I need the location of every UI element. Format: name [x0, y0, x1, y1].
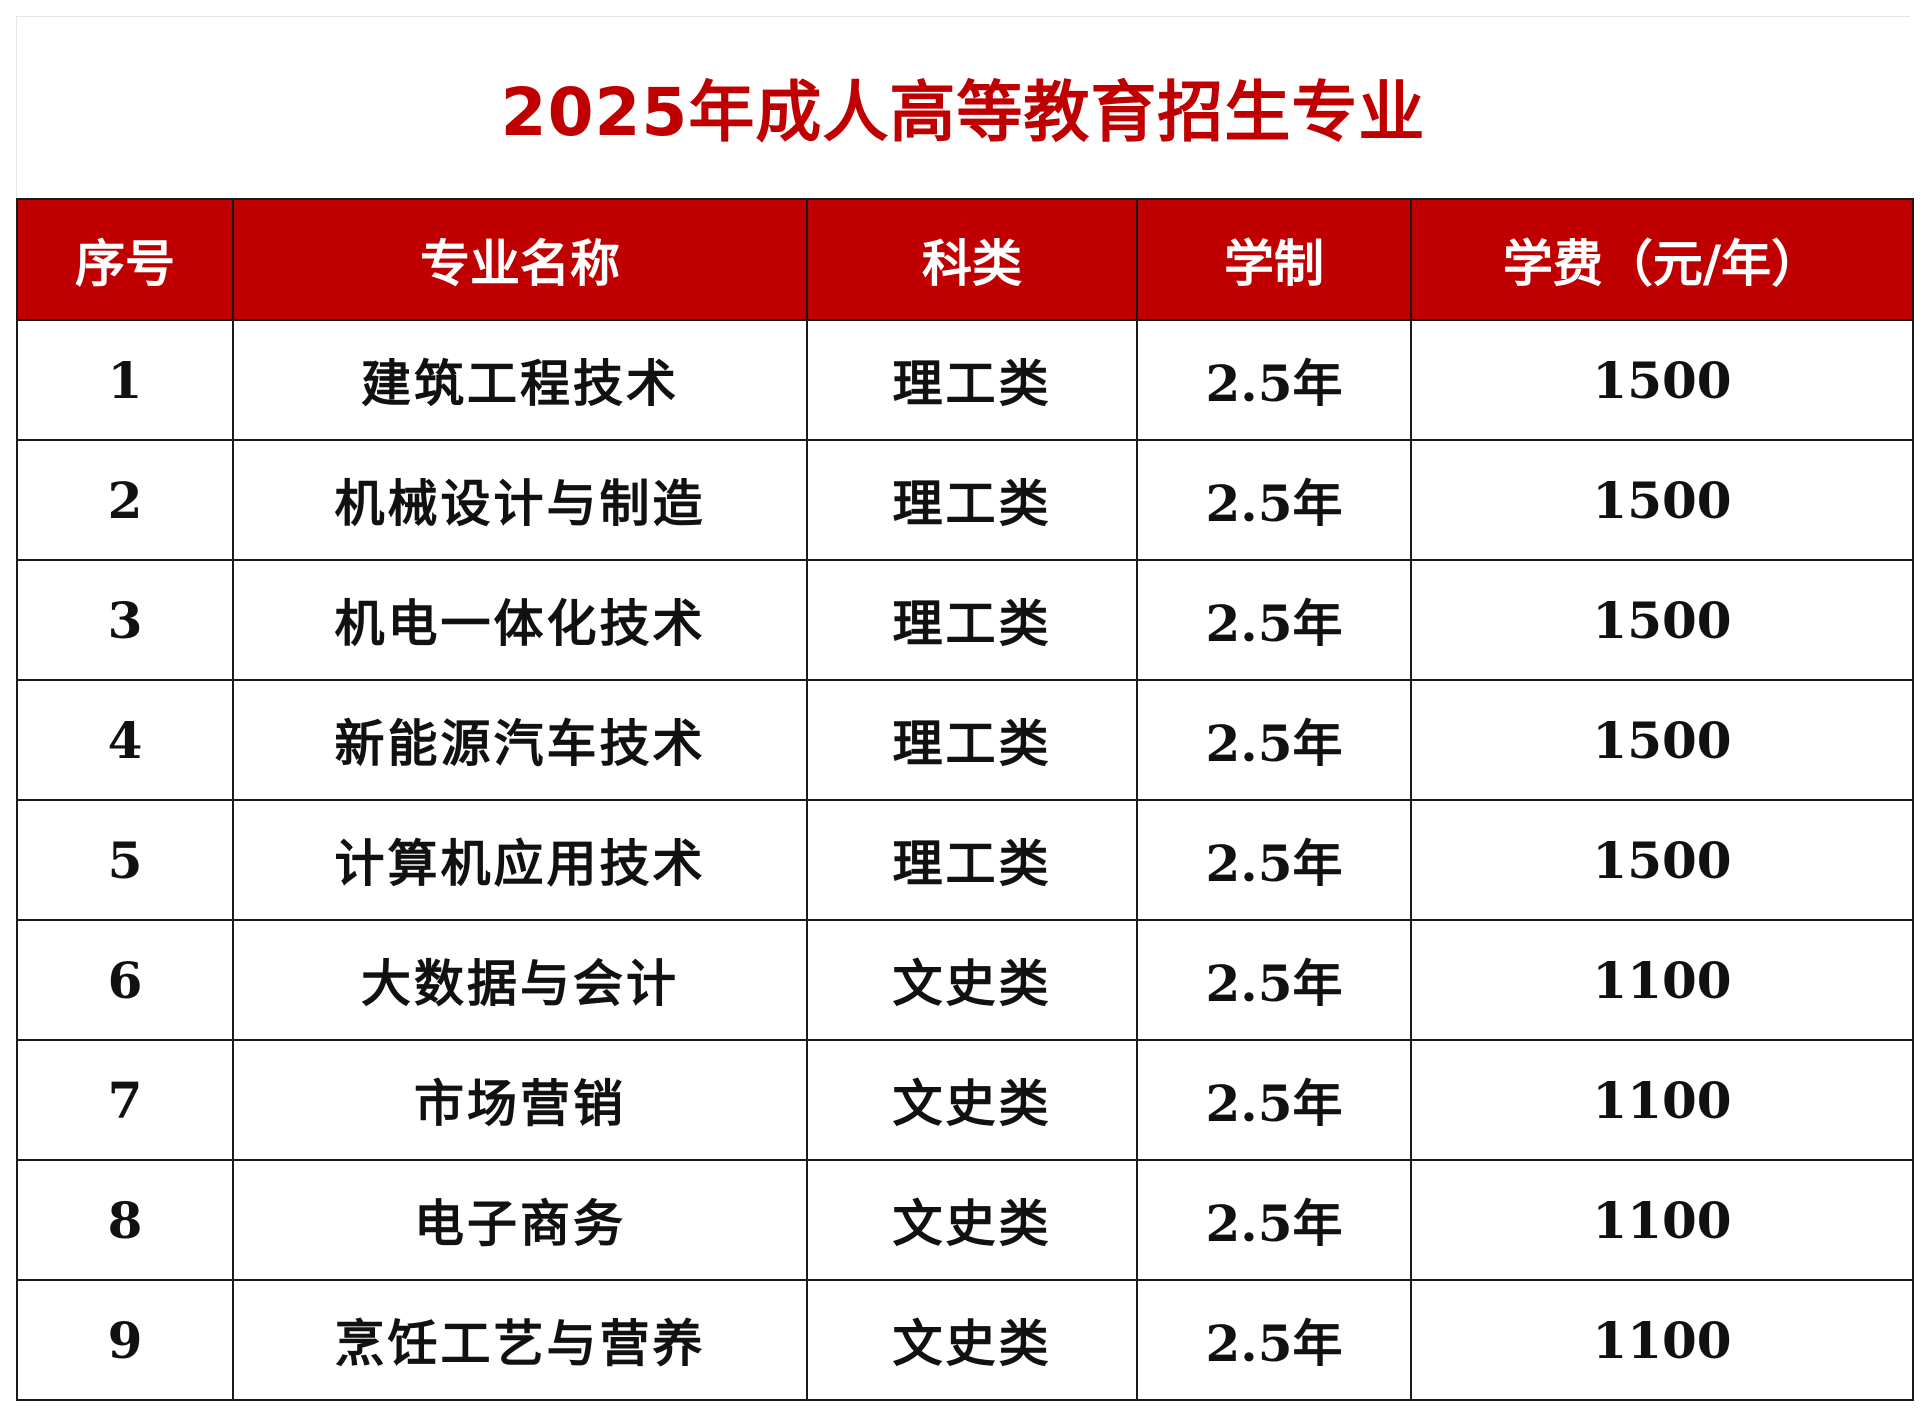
cell-category: 文史类 [806, 1279, 1138, 1401]
cell-major-name: 市场营销 [232, 1039, 808, 1161]
table-row: 4 新能源汽车技术 理工类 2.5年 1500 [16, 679, 1914, 801]
cell-major-name: 烹饪工艺与营养 [232, 1279, 808, 1401]
cell-duration: 2.5年 [1136, 1279, 1412, 1401]
cell-major-name: 建筑工程技术 [232, 319, 808, 441]
cell-category: 文史类 [806, 1039, 1138, 1161]
table-row: 3 机电一体化技术 理工类 2.5年 1500 [16, 559, 1914, 681]
cell-number: 9 [16, 1279, 234, 1401]
cell-duration: 2.5年 [1136, 919, 1412, 1041]
cell-category: 理工类 [806, 439, 1138, 561]
header-number: 序号 [16, 198, 234, 321]
cell-major-name: 机电一体化技术 [232, 559, 808, 681]
cell-number: 3 [16, 559, 234, 681]
cell-duration: 2.5年 [1136, 1159, 1412, 1281]
cell-category: 理工类 [806, 319, 1138, 441]
cell-major-name: 电子商务 [232, 1159, 808, 1281]
header-major-name: 专业名称 [232, 198, 808, 321]
cell-duration: 2.5年 [1136, 319, 1412, 441]
table-row: 9 烹饪工艺与营养 文史类 2.5年 1100 [16, 1279, 1914, 1401]
cell-number: 1 [16, 319, 234, 441]
cell-category: 理工类 [806, 799, 1138, 921]
header-fee: 学费（元/年） [1410, 198, 1914, 321]
majors-table: 序号 专业名称 科类 学制 学费（元/年） 1 建筑工程技术 理工类 2.5年 … [16, 198, 1914, 1401]
cell-fee: 1100 [1410, 1039, 1914, 1161]
cell-fee: 1500 [1410, 799, 1914, 921]
header-category: 科类 [806, 198, 1138, 321]
cell-fee: 1100 [1410, 1159, 1914, 1281]
cell-number: 4 [16, 679, 234, 801]
cell-number: 6 [16, 919, 234, 1041]
table-row: 8 电子商务 文史类 2.5年 1100 [16, 1159, 1914, 1281]
cell-category: 理工类 [806, 559, 1138, 681]
cell-duration: 2.5年 [1136, 1039, 1412, 1161]
cell-fee: 1100 [1410, 1279, 1914, 1401]
table-row: 6 大数据与会计 文史类 2.5年 1100 [16, 919, 1914, 1041]
cell-fee: 1100 [1410, 919, 1914, 1041]
cell-fee: 1500 [1410, 559, 1914, 681]
cell-major-name: 机械设计与制造 [232, 439, 808, 561]
cell-duration: 2.5年 [1136, 799, 1412, 921]
cell-duration: 2.5年 [1136, 439, 1412, 561]
cell-category: 文史类 [806, 919, 1138, 1041]
cell-number: 7 [16, 1039, 234, 1161]
table-row: 1 建筑工程技术 理工类 2.5年 1500 [16, 319, 1914, 441]
cell-major-name: 计算机应用技术 [232, 799, 808, 921]
cell-number: 2 [16, 439, 234, 561]
cell-category: 文史类 [806, 1159, 1138, 1281]
cell-category: 理工类 [806, 679, 1138, 801]
cell-major-name: 新能源汽车技术 [232, 679, 808, 801]
cell-major-name: 大数据与会计 [232, 919, 808, 1041]
table-row: 5 计算机应用技术 理工类 2.5年 1500 [16, 799, 1914, 921]
cell-number: 8 [16, 1159, 234, 1281]
cell-fee: 1500 [1410, 319, 1914, 441]
cell-duration: 2.5年 [1136, 679, 1412, 801]
cell-fee: 1500 [1410, 679, 1914, 801]
table-row: 7 市场营销 文史类 2.5年 1100 [16, 1039, 1914, 1161]
page-title: 2025年成人高等教育招生专业 [500, 74, 1426, 151]
table-row: 2 机械设计与制造 理工类 2.5年 1500 [16, 439, 1914, 561]
cell-number: 5 [16, 799, 234, 921]
title-frame [16, 16, 1910, 198]
cell-duration: 2.5年 [1136, 559, 1412, 681]
header-duration: 学制 [1136, 198, 1412, 321]
table-header-row: 序号 专业名称 科类 学制 学费（元/年） [16, 198, 1914, 321]
cell-fee: 1500 [1410, 439, 1914, 561]
